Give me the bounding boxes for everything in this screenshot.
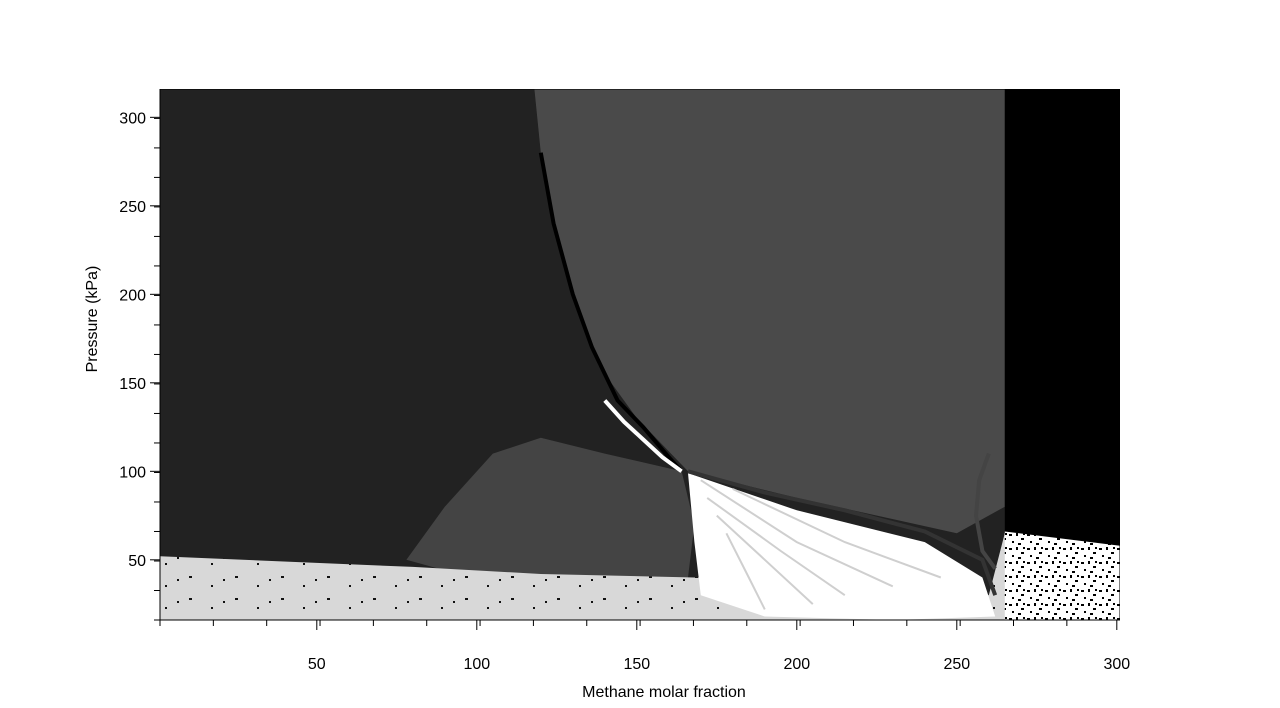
y-axis-title: Pressure (kPa) [84, 266, 101, 373]
fan-streak [732, 488, 942, 579]
fan-streak [706, 497, 846, 597]
white-fan-region [688, 473, 996, 620]
y-axis: 50 100 150 200 250 300 [119, 89, 161, 621]
lower-boundary-dark [687, 469, 998, 596]
right-black-region [1004, 89, 1120, 548]
x-tick-label: 250 [943, 656, 970, 673]
phase-boundary-white [603, 399, 683, 473]
x-axis-title: Methane molar fraction [582, 684, 746, 701]
y-tick-label: 200 [119, 287, 146, 304]
x-axis: 50 100 150 200 250 300 [159, 619, 1130, 673]
phase-boundary-black [538, 152, 684, 473]
y-tick-label: 150 [119, 376, 146, 393]
x-tick-label: 150 [623, 656, 650, 673]
x-tick-label: 300 [1103, 656, 1130, 673]
right-noise-region [1004, 531, 1120, 620]
fan-streak [716, 514, 814, 605]
y-tick-label: 250 [119, 199, 146, 216]
y-tick-label: 50 [128, 553, 146, 570]
fan-streak [725, 532, 766, 610]
x-tick-label: 200 [783, 656, 810, 673]
lower-mid-dome [406, 437, 695, 578]
y-tick-label: 300 [119, 110, 146, 127]
fan-streak [700, 479, 894, 588]
y-tick-label: 100 [119, 464, 146, 481]
lobe-right [973, 452, 997, 570]
upper-mid-region [534, 89, 1005, 534]
left-dark-region [160, 89, 682, 560]
x-tick-label: 50 [308, 656, 326, 673]
plot-area [160, 89, 1120, 620]
x-tick-label: 100 [463, 656, 490, 673]
